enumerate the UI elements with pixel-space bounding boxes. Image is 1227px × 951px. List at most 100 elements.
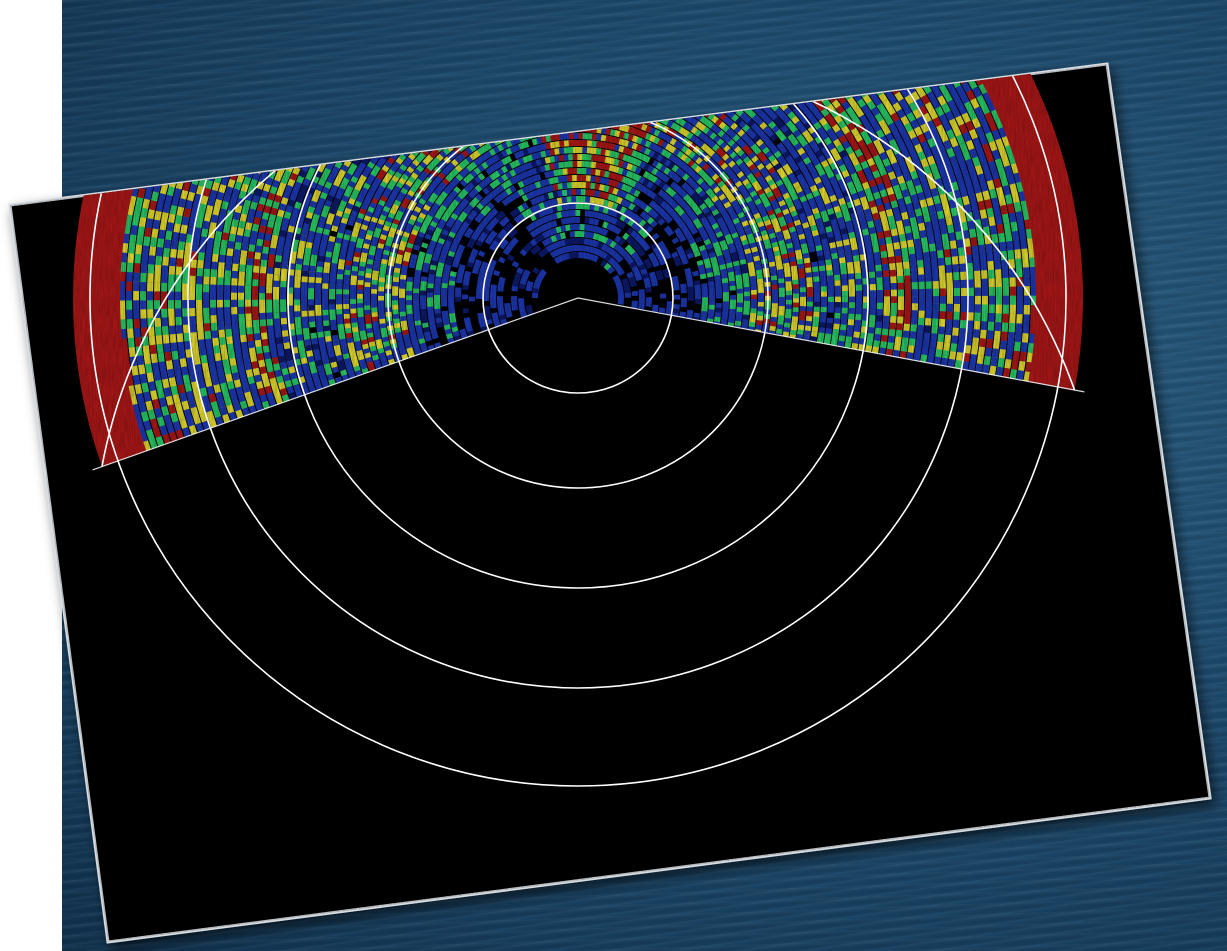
echo-cell <box>601 1 608 8</box>
echo-cell <box>582 42 598 49</box>
echo-cell <box>728 93 741 105</box>
echo-cell <box>686 82 703 96</box>
echo-cell <box>535 16 542 23</box>
echo-cell <box>613 72 625 81</box>
echo-cell <box>684 36 703 49</box>
echo-cell <box>532 31 538 38</box>
echo-cell <box>482 6 490 14</box>
echo-cell <box>600 8 613 15</box>
echo-cell <box>588 7 594 13</box>
echo-cell <box>612 9 625 17</box>
echo-cell <box>712 33 720 41</box>
echo-cell <box>468 133 480 144</box>
echo-cell <box>334 142 346 156</box>
echo-cell <box>461 17 480 29</box>
echo-cell <box>565 105 571 112</box>
echo-cell <box>610 30 616 37</box>
echo-cell <box>754 26 763 35</box>
echo-cell <box>776 89 790 102</box>
echo-cell <box>389 103 406 120</box>
echo-cell <box>616 64 623 66</box>
echo-cell <box>650 97 666 109</box>
echo-cell <box>662 87 670 95</box>
echo-cell <box>493 114 500 123</box>
echo-cell <box>668 74 680 84</box>
echo-cell <box>570 91 585 98</box>
echo-cell <box>823 88 833 98</box>
echo-cell <box>608 44 625 52</box>
echo-cell <box>615 94 631 104</box>
echo-cell <box>434 105 447 117</box>
echo-cell <box>791 64 805 78</box>
echo-cell <box>456 119 464 127</box>
echo-cell <box>378 136 394 153</box>
echo-cell <box>565 91 580 98</box>
echo-cell <box>728 42 736 50</box>
echo-cell <box>374 31 394 48</box>
echo-cell <box>750 31 770 47</box>
echo-cell <box>378 118 390 132</box>
echo-cell <box>493 130 500 138</box>
echo-cell <box>513 25 531 34</box>
echo-cell <box>562 64 577 70</box>
echo-cell <box>488 86 496 94</box>
echo-cell <box>625 4 644 13</box>
echo-cell <box>552 7 564 14</box>
echo-cell <box>574 91 580 98</box>
echo-cell <box>614 115 630 126</box>
echo-cell <box>610 65 621 73</box>
echo-cell <box>583 105 598 112</box>
echo-cell <box>707 0 716 8</box>
echo-cell <box>537 115 543 123</box>
echo-cell <box>687 14 707 27</box>
echo-cell <box>409 32 418 41</box>
echo-cell <box>547 78 553 86</box>
echo-cell <box>795 78 809 93</box>
echo-cell <box>543 29 555 36</box>
echo-cell <box>651 46 663 55</box>
echo-cell <box>298 119 311 134</box>
echo-cell <box>519 95 535 106</box>
echo-cell <box>483 42 496 51</box>
echo-cell <box>606 107 621 116</box>
echo-cell <box>375 148 384 157</box>
echo-cell <box>540 9 547 16</box>
echo-cell <box>785 88 799 102</box>
echo-cell <box>678 18 692 28</box>
echo-cell <box>397 108 410 121</box>
echo-cell <box>319 120 336 140</box>
echo-cell <box>468 125 480 136</box>
echo-cell <box>420 133 435 148</box>
echo-cell <box>428 0 437 6</box>
echo-cell <box>451 64 465 65</box>
echo-cell <box>560 35 566 41</box>
echo-cell <box>413 73 431 89</box>
echo-cell <box>381 22 396 35</box>
echo-cell <box>323 120 336 134</box>
echo-cell <box>747 47 756 56</box>
echo-cell <box>523 68 530 76</box>
echo-cell <box>391 64 411 71</box>
echo-cell <box>687 29 706 42</box>
echo-cell <box>541 64 553 65</box>
echo-cell <box>475 92 483 100</box>
echo-cell <box>746 37 765 53</box>
echo-cell <box>395 81 409 94</box>
echo-cell <box>620 0 633 4</box>
echo-cell <box>419 4 440 19</box>
echo-cell <box>699 64 712 69</box>
echo-cell <box>642 14 655 23</box>
echo-cell <box>695 10 709 21</box>
echo-cell <box>433 32 447 43</box>
echo-cell <box>461 34 474 44</box>
echo-cell <box>409 124 424 139</box>
echo-cell <box>489 27 496 35</box>
echo-cell <box>712 64 721 66</box>
echo-cell <box>790 64 805 69</box>
echo-cell <box>418 73 431 86</box>
echo-cell <box>477 64 495 69</box>
echo-cell <box>613 45 624 53</box>
echo-cell <box>559 14 577 21</box>
echo-cell <box>493 120 505 131</box>
